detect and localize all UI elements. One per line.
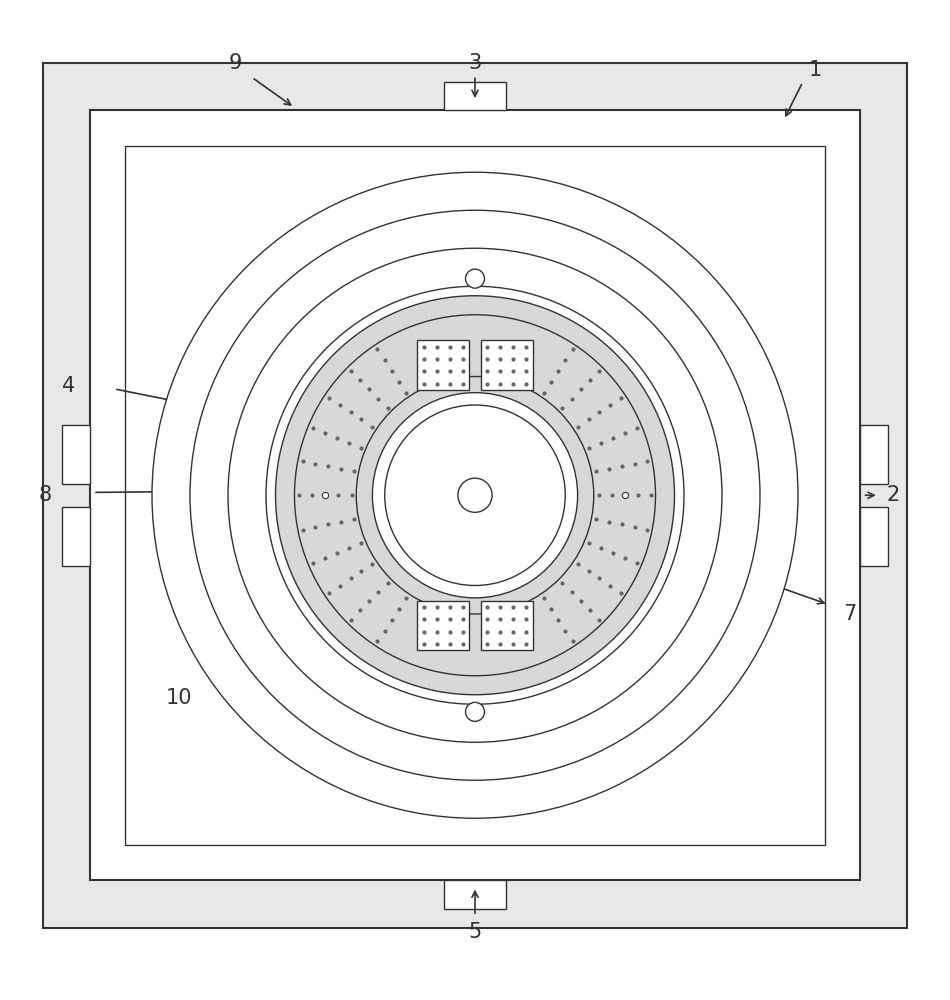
Bar xyxy=(444,880,505,909)
Text: 6: 6 xyxy=(696,672,710,692)
Text: 9: 9 xyxy=(229,53,242,73)
Text: 11: 11 xyxy=(661,279,688,299)
Circle shape xyxy=(372,393,578,598)
Circle shape xyxy=(228,248,722,742)
Bar xyxy=(860,425,888,484)
Circle shape xyxy=(458,478,492,512)
Bar xyxy=(417,340,469,390)
Circle shape xyxy=(466,702,484,721)
Bar xyxy=(444,82,505,110)
Circle shape xyxy=(266,286,684,704)
Text: 7: 7 xyxy=(844,604,857,624)
Circle shape xyxy=(190,210,760,780)
Bar xyxy=(62,507,90,566)
Text: 2: 2 xyxy=(886,485,900,505)
Text: 3: 3 xyxy=(468,53,482,73)
Circle shape xyxy=(276,296,674,695)
Text: 1: 1 xyxy=(808,60,822,80)
Bar xyxy=(125,146,825,845)
Circle shape xyxy=(152,172,798,818)
Bar xyxy=(90,110,860,880)
Circle shape xyxy=(385,405,565,585)
Bar xyxy=(860,507,888,566)
Bar xyxy=(481,340,533,390)
Bar xyxy=(481,601,533,650)
Circle shape xyxy=(466,269,484,288)
Bar xyxy=(62,425,90,484)
Bar xyxy=(417,601,469,650)
Text: 10: 10 xyxy=(165,688,192,708)
Text: 4: 4 xyxy=(62,376,75,396)
Text: 8: 8 xyxy=(39,485,52,505)
Text: 5: 5 xyxy=(468,922,482,942)
